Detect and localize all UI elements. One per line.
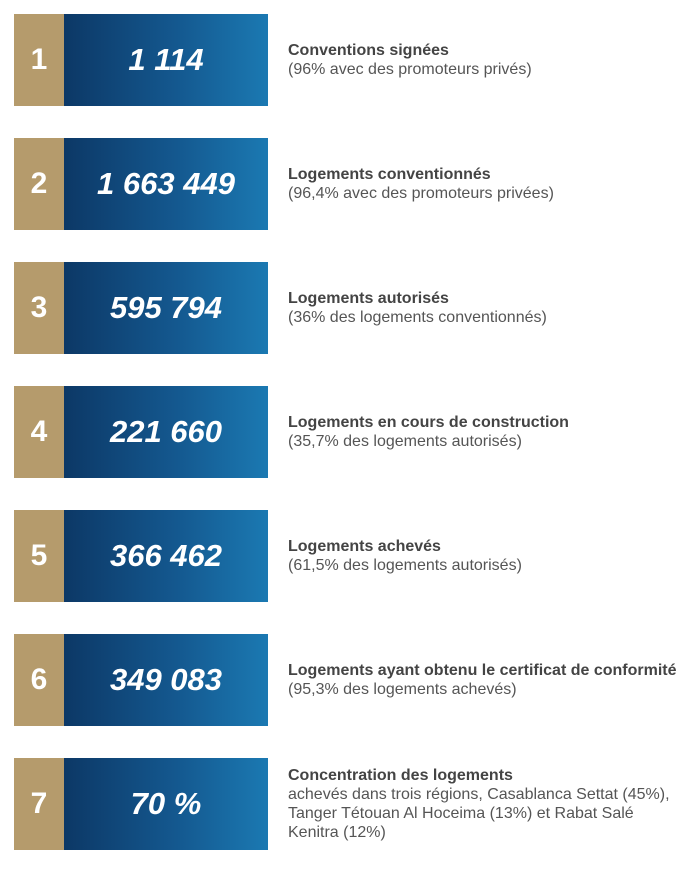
rank-box: 6 — [14, 634, 64, 726]
stat-row: 5 366 462 Logements achevés (61,5% des loge… — [14, 510, 686, 602]
value-box: 70 % — [64, 758, 268, 850]
stat-title: Conventions signées — [288, 42, 449, 59]
stat-text: Logements autorisés (36% des logements co… — [288, 289, 678, 327]
stat-title: Logements ayant obtenu le certificat de … — [288, 662, 677, 679]
stat-description: (35,7% des logements autorisés) — [288, 433, 522, 450]
rank-box: 4 — [14, 386, 64, 478]
stat-text: Logements conventionnés (96,4% avec des p… — [288, 165, 678, 203]
value-box: 221 660 — [64, 386, 268, 478]
stat-title: Concentration des logements — [288, 767, 513, 784]
value-box: 349 083 — [64, 634, 268, 726]
stat-title: Logements autorisés — [288, 290, 449, 307]
stat-row: 6 349 083 Logements ayant obtenu le certif… — [14, 634, 686, 726]
stat-text: Conventions signées (96% avec des promote… — [288, 41, 678, 79]
rank-box: 2 — [14, 138, 64, 230]
stat-row: 7 70 % Concentration des logements achevés … — [14, 758, 686, 850]
stat-description: (96,4% avec des promoteurs privées) — [288, 185, 554, 202]
value-box: 1 663 449 — [64, 138, 268, 230]
rank-box: 5 — [14, 510, 64, 602]
stat-row: 4 221 660 Logements en cours de constructi… — [14, 386, 686, 478]
stat-title: Logements en cours de construction — [288, 414, 569, 431]
value-box: 366 462 — [64, 510, 268, 602]
stat-description: (96% avec des promoteurs privés) — [288, 61, 532, 78]
stat-description: (95,3% des logements achevés) — [288, 681, 517, 698]
rank-box: 3 — [14, 262, 64, 354]
stat-title: Logements conventionnés — [288, 166, 491, 183]
stat-text: Logements achevés (61,5% des logements au… — [288, 537, 678, 575]
stat-text: Logements ayant obtenu le certificat de … — [288, 661, 678, 699]
stat-text: Concentration des logements achevés dans … — [288, 766, 678, 842]
value-box: 595 794 — [64, 262, 268, 354]
stat-description: achevés dans trois régions, Casablanca S… — [288, 786, 670, 841]
rank-box: 7 — [14, 758, 64, 850]
stat-description: (36% des logements conventionnés) — [288, 309, 547, 326]
value-box: 1 114 — [64, 14, 268, 106]
stat-text: Logements en cours de construction (35,7%… — [288, 413, 678, 451]
stat-description: (61,5% des logements autorisés) — [288, 557, 522, 574]
stat-title: Logements achevés — [288, 538, 441, 555]
rank-box: 1 — [14, 14, 64, 106]
stat-row: 3 595 794 Logements autorisés (36% des loge… — [14, 262, 686, 354]
